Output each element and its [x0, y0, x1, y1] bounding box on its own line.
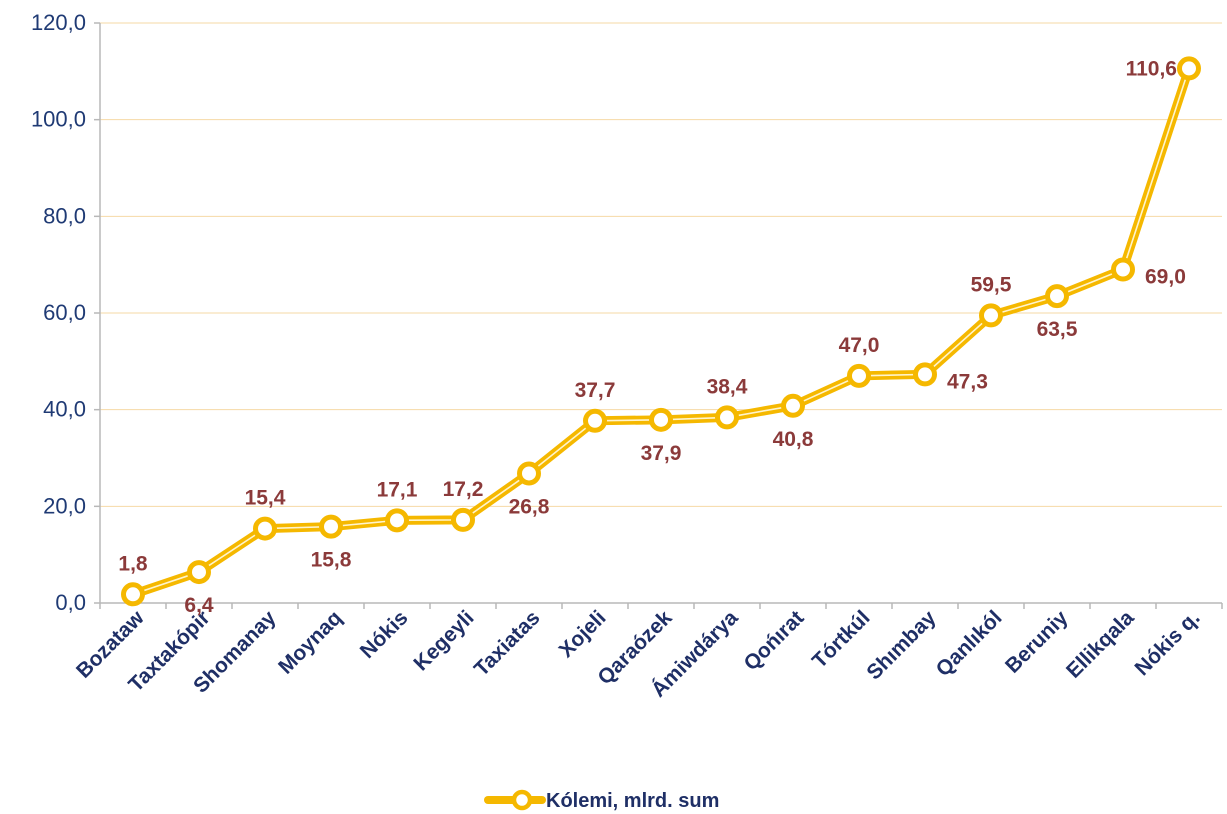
- data-label: 63,5: [1037, 318, 1078, 341]
- data-point: [121, 582, 145, 607]
- data-label: 17,1: [377, 478, 418, 501]
- x-tick-label: Moynaq: [274, 606, 346, 678]
- x-tick-label: Nókis: [356, 606, 413, 663]
- data-point: [1177, 56, 1201, 81]
- data-point: [781, 393, 805, 418]
- data-point: [913, 362, 937, 387]
- data-point: [517, 461, 541, 486]
- data-point: [385, 508, 409, 533]
- data-point: [583, 408, 607, 433]
- x-tick-label: Qanlıkól: [932, 606, 1007, 681]
- series-line: [128, 63, 1194, 599]
- data-labels: 1,8 6,4 15,4 15,8 17,1 17,2 26,8 37,7 37,9 38,4 40…: [118, 57, 1185, 617]
- data-label: 17,2: [443, 478, 484, 501]
- data-point: [847, 363, 871, 388]
- data-label: 15,4: [245, 487, 286, 510]
- series-line-outer: [128, 63, 1194, 599]
- y-tick-label: 40,0: [43, 397, 86, 422]
- y-tick-label: 120,0: [31, 10, 86, 35]
- y-axis-tick-labels: 0,0 20,0 40,0 60,0 80,0 100,0 120,0: [31, 10, 100, 615]
- x-tick-label: Tórtkúl: [808, 606, 875, 673]
- data-point: [1111, 257, 1135, 282]
- data-label: 38,4: [707, 375, 748, 398]
- data-label: 26,8: [509, 495, 550, 518]
- x-tick-label: Shımbay: [862, 606, 940, 684]
- x-tick-label: Nókis q.: [1131, 606, 1205, 680]
- legend-marker: [511, 789, 533, 811]
- y-tick-label: 20,0: [43, 493, 86, 518]
- data-label: 37,7: [575, 379, 616, 402]
- x-tick-label: Taxiatas: [470, 606, 545, 681]
- data-label: 69,0: [1145, 266, 1186, 289]
- data-point: [715, 405, 739, 430]
- data-point: [253, 516, 277, 541]
- data-point: [1045, 284, 1069, 309]
- gridlines: [100, 22, 1222, 507]
- y-tick-label: 0,0: [55, 590, 86, 615]
- data-point: [649, 407, 673, 432]
- data-label: 47,0: [839, 334, 880, 357]
- data-label: 59,5: [971, 273, 1012, 296]
- data-label: 6,4: [184, 594, 214, 617]
- series-markers: [121, 56, 1201, 607]
- data-label: 15,8: [311, 549, 352, 572]
- y-tick-label: 80,0: [43, 203, 86, 228]
- legend-label: Kólemi, mlrd. sum: [546, 790, 719, 812]
- data-label: 110,6: [1126, 57, 1177, 80]
- legend: Kólemi, mlrd. sum: [484, 789, 719, 812]
- x-tick-label: Ellikqala: [1062, 606, 1139, 683]
- x-tick-label: Kegeyli: [409, 606, 478, 675]
- data-point: [319, 514, 343, 539]
- x-tick-label: Qońırat: [739, 606, 808, 675]
- y-tick-label: 100,0: [31, 107, 86, 132]
- series-line-highlight: [132, 67, 1190, 596]
- data-point: [979, 303, 1003, 328]
- y-tick-label: 60,0: [43, 300, 86, 325]
- data-label: 47,3: [947, 370, 988, 393]
- x-tick-label: Xojeli: [555, 606, 611, 662]
- data-label: 1,8: [118, 552, 148, 575]
- data-label: 40,8: [773, 428, 814, 451]
- data-label: 37,9: [641, 442, 682, 465]
- data-point: [451, 507, 475, 532]
- data-point: [187, 560, 211, 585]
